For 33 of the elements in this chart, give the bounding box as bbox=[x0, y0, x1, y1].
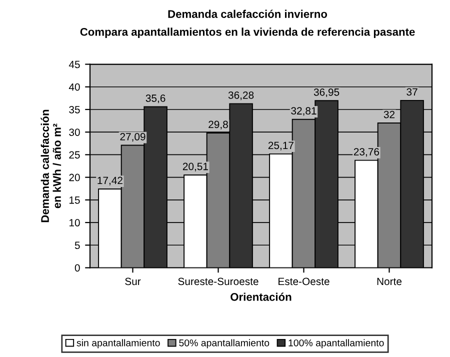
y-tick-label: 5 bbox=[74, 242, 80, 250]
y-tick-label: 10 bbox=[69, 219, 80, 226]
data-label: 29,8 bbox=[208, 120, 228, 130]
legend-label: 100% apantallamiento bbox=[288, 339, 384, 348]
data-label: 32 bbox=[384, 110, 395, 118]
y-tick-label: 25 bbox=[69, 151, 80, 159]
data-label: 37 bbox=[406, 88, 418, 96]
data-label: 36,28 bbox=[228, 91, 254, 100]
x-tick-label: Sureste-Suroeste bbox=[178, 278, 258, 286]
x-tick-label: Este-Oeste bbox=[278, 278, 330, 286]
x-tick-label: Norte bbox=[377, 278, 402, 286]
legend-label: sin apantallamiento bbox=[76, 339, 160, 348]
chart-subtitle: Compara apantallamientos en la vivienda de referencia pasante bbox=[80, 28, 415, 38]
y-tick-label: 15 bbox=[69, 196, 80, 204]
data-label: 35,6 bbox=[146, 94, 166, 104]
y-tick-label: 40 bbox=[68, 83, 80, 91]
data-label: 27,09 bbox=[120, 133, 146, 142]
y-tick-label: 0 bbox=[74, 264, 80, 272]
data-label: 32,81 bbox=[291, 107, 316, 116]
x-axis-title: Orientación bbox=[230, 292, 292, 301]
y-axis-title: Demanda calefacción en kWh / año m² bbox=[40, 110, 62, 222]
legend-label: 50% apantallamiento bbox=[179, 339, 270, 348]
x-tick-label: Sur bbox=[125, 278, 141, 286]
data-label: 36,95 bbox=[314, 88, 340, 98]
data-label: 20,51 bbox=[182, 162, 208, 172]
data-label: 25,17 bbox=[268, 142, 294, 150]
y-tick-label: 30 bbox=[69, 128, 80, 136]
data-label: 17,42 bbox=[98, 176, 122, 186]
data-label: 23,76 bbox=[354, 148, 380, 157]
chart-title: Demanda calefacción invierno bbox=[168, 10, 328, 18]
y-tick-label: 45 bbox=[68, 60, 80, 68]
y-tick-label: 35 bbox=[69, 106, 80, 114]
y-tick-label: 20 bbox=[69, 174, 80, 182]
